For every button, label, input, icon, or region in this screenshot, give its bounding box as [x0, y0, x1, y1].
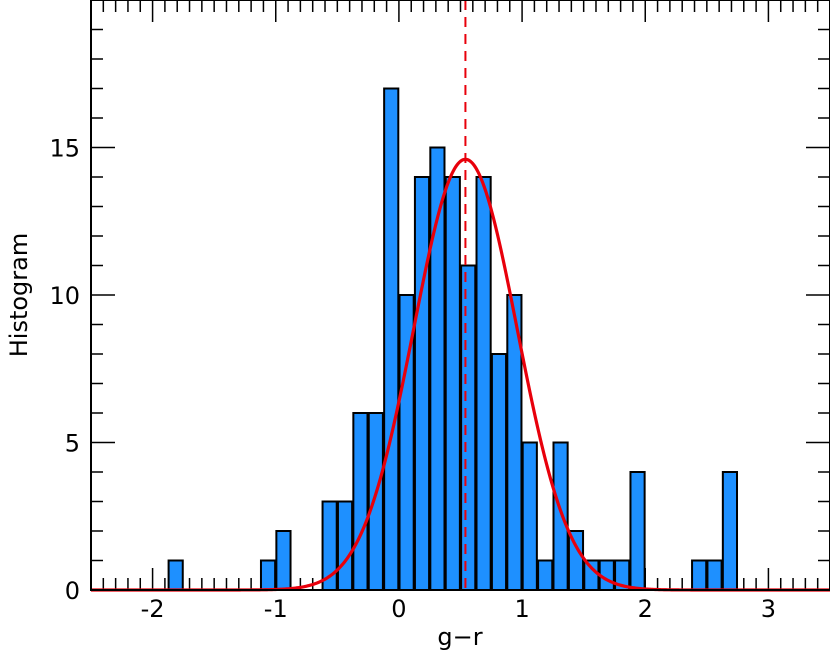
x-tick-label: 1: [514, 595, 529, 623]
histogram-bar: [691, 559, 708, 591]
y-tick-label: 10: [49, 282, 80, 310]
x-axis-label: g−r: [437, 623, 482, 651]
x-tick-label: -1: [264, 595, 288, 623]
histogram-bar: [552, 441, 569, 591]
histogram-bar: [537, 559, 554, 591]
histogram-bar: [721, 471, 739, 591]
x-tick-label: 0: [391, 595, 406, 623]
y-tick-label: 15: [49, 135, 80, 163]
histogram-bar: [460, 264, 477, 591]
histogram-bar: [629, 471, 646, 591]
x-tick-labels: -2 -1 0 1 2 3: [141, 595, 776, 623]
histogram-bar: [475, 176, 492, 591]
y-axis-label: Histogram: [5, 233, 33, 358]
histogram-bars: [167, 87, 739, 591]
x-tick-label: -2: [141, 595, 165, 623]
histogram-bar: [706, 559, 723, 591]
histogram-bar: [413, 176, 431, 591]
histogram-bar: [367, 412, 384, 591]
histogram-bar: [583, 559, 600, 591]
x-tick-label: 3: [761, 595, 776, 623]
y-tick-labels: 0 5 10 15: [49, 135, 80, 606]
y-tick-label: 5: [65, 430, 80, 458]
histogram-bar: [490, 353, 508, 591]
plot-frame: [90, 0, 830, 591]
histogram-bar: [352, 412, 369, 591]
histogram-bar: [336, 500, 354, 591]
histogram-bar: [383, 87, 400, 591]
x-tick-label: 2: [638, 595, 653, 623]
histogram-bar: [521, 441, 538, 591]
y-tick-label: 0: [65, 577, 80, 605]
histogram-bar: [259, 559, 277, 591]
histogram-bar: [275, 530, 292, 591]
histogram-bar: [167, 559, 184, 591]
histogram-bar: [444, 176, 461, 591]
